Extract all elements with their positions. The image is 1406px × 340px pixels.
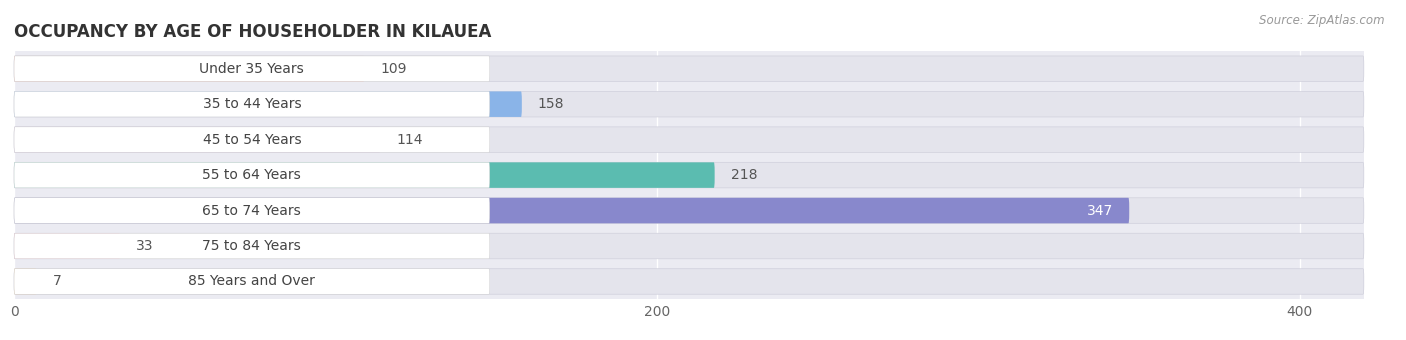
Text: 218: 218	[731, 168, 758, 182]
Text: Under 35 Years: Under 35 Years	[200, 62, 304, 76]
FancyBboxPatch shape	[14, 198, 1129, 223]
Text: 75 to 84 Years: 75 to 84 Years	[202, 239, 301, 253]
Text: 109: 109	[381, 62, 406, 76]
Text: 7: 7	[52, 274, 62, 288]
FancyBboxPatch shape	[14, 91, 489, 117]
FancyBboxPatch shape	[14, 162, 489, 188]
FancyBboxPatch shape	[14, 127, 489, 152]
Text: Source: ZipAtlas.com: Source: ZipAtlas.com	[1260, 14, 1385, 27]
FancyBboxPatch shape	[14, 127, 381, 152]
FancyBboxPatch shape	[14, 233, 120, 259]
FancyBboxPatch shape	[14, 233, 1364, 259]
FancyBboxPatch shape	[14, 91, 522, 117]
FancyBboxPatch shape	[14, 162, 714, 188]
FancyBboxPatch shape	[14, 127, 1364, 152]
Text: 55 to 64 Years: 55 to 64 Years	[202, 168, 301, 182]
Text: 114: 114	[396, 133, 423, 147]
FancyBboxPatch shape	[14, 269, 37, 294]
FancyBboxPatch shape	[14, 269, 489, 294]
FancyBboxPatch shape	[14, 198, 489, 223]
Text: 45 to 54 Years: 45 to 54 Years	[202, 133, 301, 147]
Text: 158: 158	[538, 97, 564, 111]
FancyBboxPatch shape	[14, 56, 489, 82]
FancyBboxPatch shape	[14, 269, 1364, 294]
Text: 33: 33	[136, 239, 153, 253]
FancyBboxPatch shape	[14, 56, 1364, 82]
Text: 347: 347	[1087, 204, 1114, 218]
FancyBboxPatch shape	[14, 56, 364, 82]
Text: 85 Years and Over: 85 Years and Over	[188, 274, 315, 288]
FancyBboxPatch shape	[14, 91, 1364, 117]
FancyBboxPatch shape	[14, 198, 1364, 223]
Text: OCCUPANCY BY AGE OF HOUSEHOLDER IN KILAUEA: OCCUPANCY BY AGE OF HOUSEHOLDER IN KILAU…	[14, 23, 492, 41]
Text: 65 to 74 Years: 65 to 74 Years	[202, 204, 301, 218]
FancyBboxPatch shape	[14, 233, 489, 259]
Text: 35 to 44 Years: 35 to 44 Years	[202, 97, 301, 111]
FancyBboxPatch shape	[14, 162, 1364, 188]
